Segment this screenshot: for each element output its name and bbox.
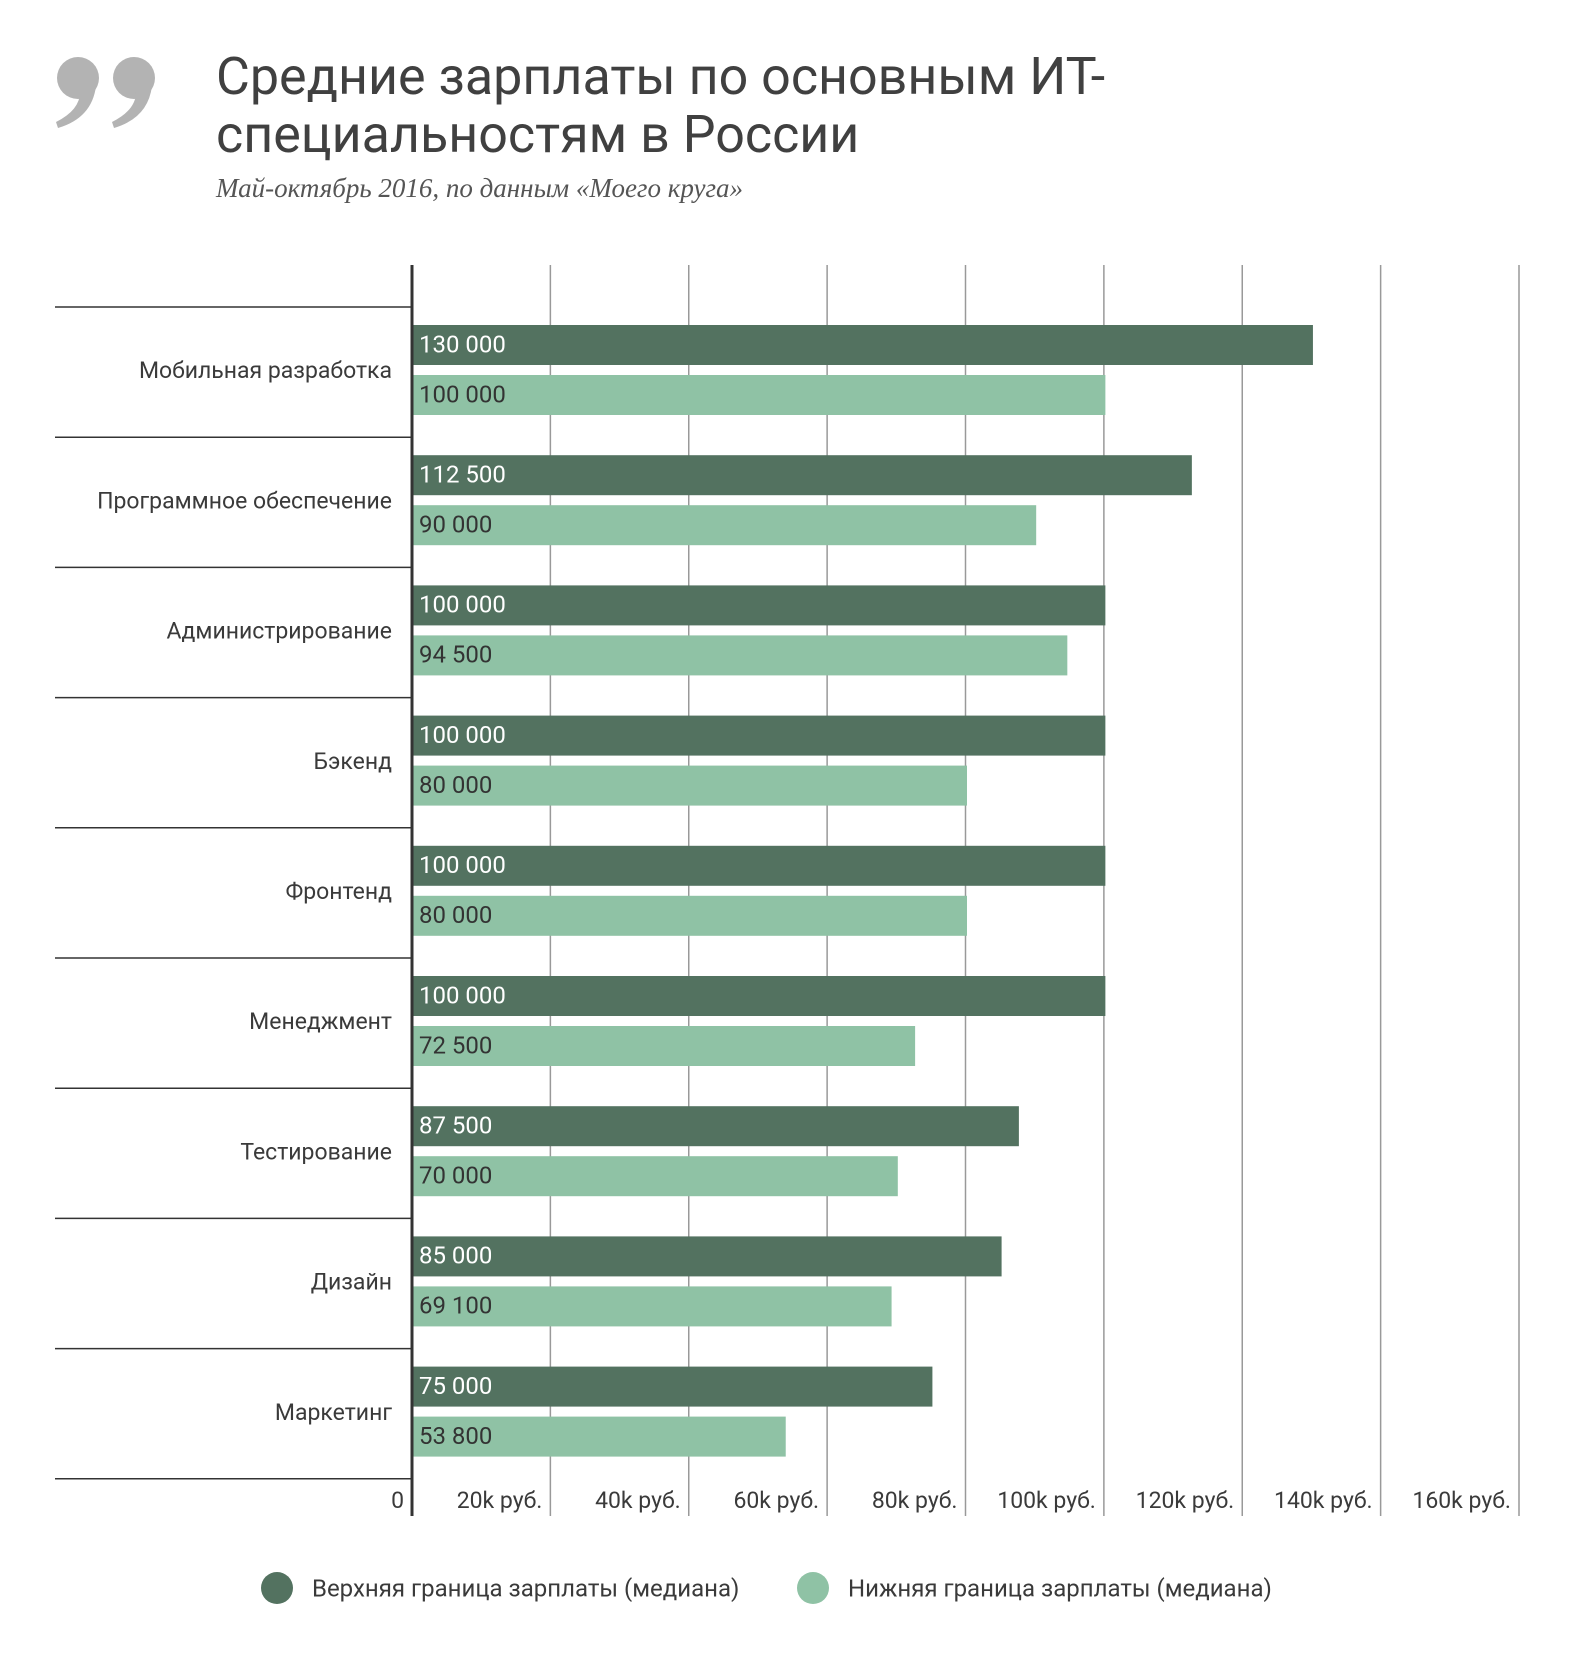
bar [413,1236,1002,1277]
value-label: 53 800 [419,1422,492,1450]
bar [413,505,1037,546]
x-tick-label: 120k руб. [1136,1487,1235,1514]
category-label: Маркетинг [275,1399,392,1426]
value-label: 85 000 [419,1242,492,1270]
value-label: 94 500 [419,641,492,669]
value-label: 100 000 [419,721,506,749]
bar [413,635,1068,676]
value-label: 75 000 [419,1372,492,1400]
bar [413,375,1106,415]
value-label: 112 500 [419,461,506,489]
x-tick-label: 40k руб. [595,1487,681,1514]
value-label: 80 000 [419,771,492,799]
bar [413,455,1192,496]
x-tick-label: 140k руб. [1274,1487,1373,1514]
legend-marker [797,1572,829,1604]
x-tick-label: 0 [391,1487,404,1514]
legend-marker [261,1572,293,1604]
value-label: 90 000 [419,511,492,539]
category-label: Администрирование [167,618,392,645]
legend-label: Нижняя граница зарплаты (медиана) [848,1574,1272,1602]
category-label: Тестирование [240,1138,392,1165]
bar [413,1106,1019,1147]
value-label: 100 000 [419,591,506,619]
x-tick-label: 160k руб. [1412,1487,1511,1514]
value-label: 70 000 [419,1162,492,1190]
bar [413,585,1106,626]
x-tick-label: 20k руб. [457,1487,543,1514]
x-tick-label: 60k руб. [733,1487,819,1514]
chart-title: Средние зарплаты по основным ИТ-специаль… [216,46,1105,165]
bar [413,1026,916,1066]
value-label: 80 000 [419,901,492,929]
category-label: Менеджмент [249,1008,392,1035]
value-label: 100 000 [419,981,506,1009]
category-label: Мобильная разработка [139,357,392,384]
bar [413,845,1106,886]
bar [413,1156,898,1197]
category-label: Фронтенд [285,878,392,905]
category-label: Программное обеспечение [97,487,392,514]
quote-icon [56,57,155,128]
category-label: Бэкенд [314,748,393,775]
value-label: 87 500 [419,1112,492,1140]
bar [413,1366,933,1407]
bar [413,715,1106,756]
chart-subtitle: Май-октябрь 2016, по данным «Моего круга… [215,173,743,203]
x-tick-label: 80k руб. [872,1487,958,1514]
x-tick-label: 100k руб. [997,1487,1096,1514]
bar [413,1416,786,1457]
bar [413,1286,892,1327]
bar [413,325,1313,365]
value-label: 100 000 [419,851,506,879]
bar [413,976,1106,1016]
bar [413,895,967,936]
value-label: 100 000 [419,380,506,408]
value-label: 130 000 [419,330,506,358]
bar [413,765,967,806]
value-label: 72 500 [419,1031,492,1059]
category-label: Дизайн [311,1269,392,1296]
value-label: 69 100 [419,1292,492,1320]
legend-label: Верхняя граница зарплаты (медиана) [312,1574,739,1602]
